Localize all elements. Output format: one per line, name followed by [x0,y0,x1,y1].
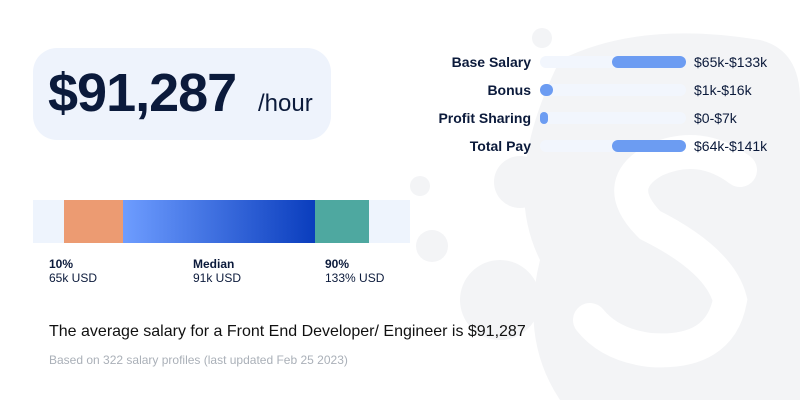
pay-track [540,56,686,68]
pay-bar [540,112,548,124]
pay-bar [612,140,686,152]
pay-label: Total Pay [469,138,531,154]
pay-track [540,112,686,124]
pay-range: $64k-$141k [694,138,768,154]
pay-track [540,84,686,96]
hourly-amount: $91,287 [48,63,237,123]
percentile-high [315,200,369,243]
pay-label: Base Salary [451,54,531,70]
percentile-value: 91k USD [193,271,242,285]
hourly-unit: /hour [258,90,313,117]
percentile-label: Median [193,257,235,271]
pay-range: $65k-$133k [694,54,768,70]
percentile-value: 65k USD [49,271,98,285]
percentile-value: 133% USD [325,271,385,285]
pay-bar [612,56,686,68]
percentile-label: 90% [325,257,350,271]
percentile-low [64,200,123,243]
percentile-label: 10% [49,257,74,271]
pay-range: $1k-$16k [694,82,752,98]
footnote: Based on 322 salary profiles (last updat… [49,353,348,367]
pay-bar [540,84,553,96]
hero-box [33,48,331,140]
pay-label: Bonus [487,82,531,98]
summary: The average salary for a Front End Devel… [49,323,526,340]
percentile-mid [123,200,315,243]
pay-track [540,140,686,152]
pay-range: $0-$7k [694,110,737,126]
pay-label: Profit Sharing [438,110,531,126]
